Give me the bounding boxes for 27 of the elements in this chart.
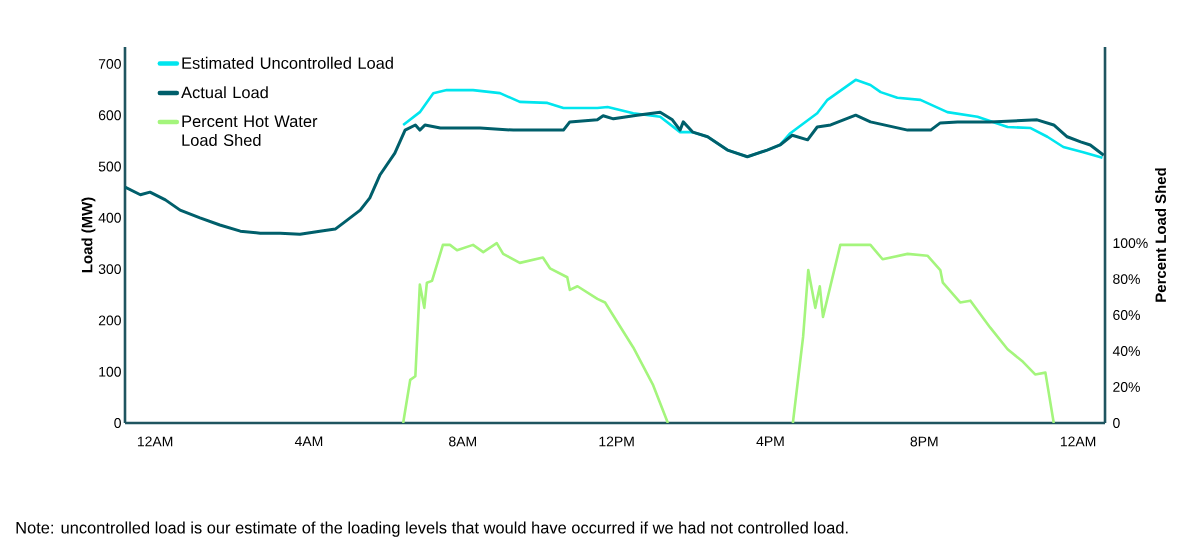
y-tick-label: 100 xyxy=(99,366,121,377)
y2-tick-label: 20% xyxy=(1113,382,1140,392)
legend-label: Estimated Uncontrolled Load xyxy=(182,56,393,69)
y2-axis-title: Percent Load Shed xyxy=(1155,168,1167,302)
y-tick-label: 200 xyxy=(98,315,121,326)
y-tick-label: 400 xyxy=(98,212,121,223)
legend-label: Actual Load xyxy=(181,86,268,99)
y-axis-title: Load (MW) xyxy=(81,197,96,273)
y-tick-label: 700 xyxy=(98,58,121,69)
y2-tick-label: 0 xyxy=(1113,418,1120,428)
y-tick-label: 300 xyxy=(98,264,121,275)
x-tick-label: 8AM xyxy=(449,436,476,447)
x-tick-label: 8PM xyxy=(910,436,938,447)
y-tick-label: 500 xyxy=(98,161,121,172)
y2-tick-label: 40% xyxy=(1112,346,1140,356)
y2-tick-label: 60% xyxy=(1113,310,1140,320)
text: Note: uncontrolled load is our estimate of the loading levels that would have occurred if we had not controlled load. xyxy=(16,521,848,537)
x-tick-label: 4PM xyxy=(756,436,784,447)
y-tick-label: 600 xyxy=(98,110,121,121)
y2-tick-label: 80% xyxy=(1113,274,1140,285)
y-tick-label: 0 xyxy=(114,418,121,428)
x-tick-label: 4AM xyxy=(294,436,323,447)
x-tick-label: 12AM xyxy=(137,436,173,447)
x-tick-label: 12PM xyxy=(599,436,634,447)
x-tick-label: 12AM xyxy=(1060,436,1096,447)
legend-label: Percent Hot Water Load Shed xyxy=(182,115,318,146)
y2-tick-label: 100% xyxy=(1113,238,1148,249)
